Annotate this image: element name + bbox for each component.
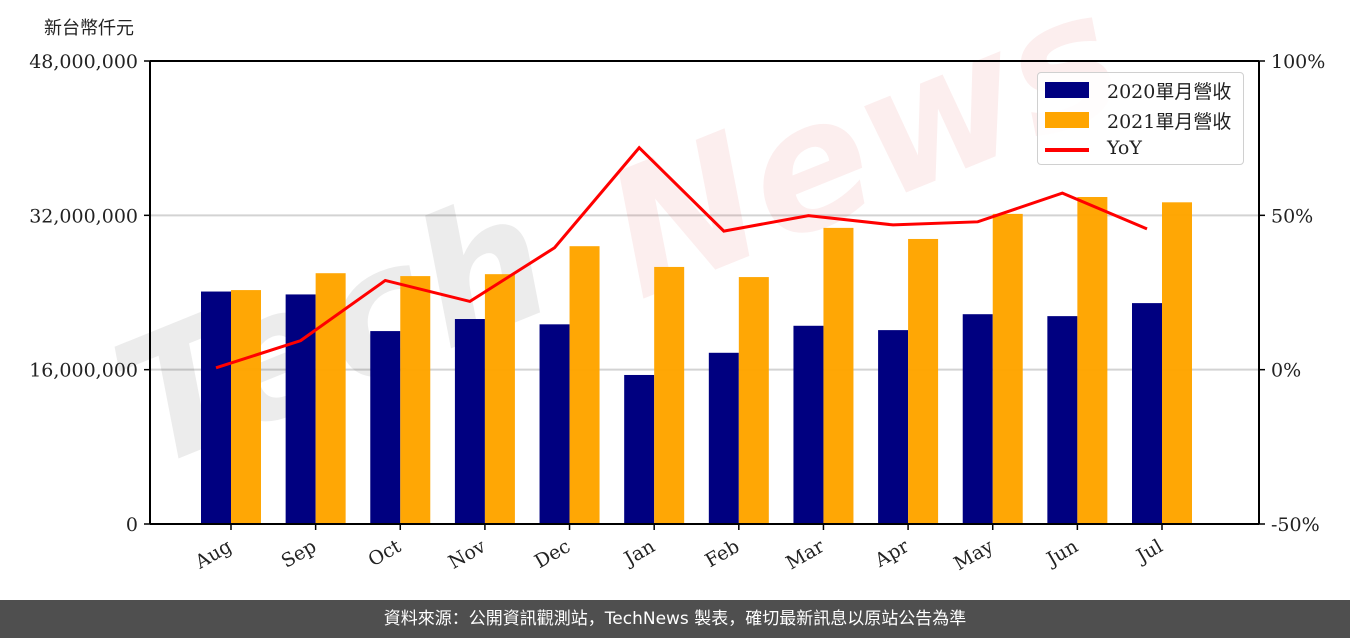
legend-label-2020: 2020單月營收 [1107,81,1232,103]
bar-2021 [823,227,854,524]
legend-swatch-2021 [1045,112,1089,128]
bar-2021 [738,277,769,524]
legend-item-2021: 2021單月營收 [1038,104,1243,134]
bar-2020 [624,374,655,524]
bar-2021 [654,266,685,524]
bar-2021 [1162,202,1192,524]
bar-2021 [400,276,431,524]
x-tick-label: Mar [782,535,828,574]
bar-2021 [231,290,261,524]
x-tick-label: Aug [191,535,236,574]
legend-item-2020: 2020單月營收 [1038,74,1243,104]
bar-2021 [315,273,346,524]
y2-tick-label: 100% [1271,51,1325,73]
chart-svg: TechNews016,000,00032,000,00048,000,000-… [29,0,1325,575]
x-tick-label: Oct [364,535,405,571]
bar-2021 [992,213,1023,524]
bar-2020 [285,294,316,524]
source-footer-text: 資料來源：公開資訊觀測站，TechNews 製表，確切最新訊息以原站公告為準 [383,609,967,629]
x-tick-label: Jul [1131,535,1166,568]
legend-label-2021: 2021單月營收 [1107,111,1232,133]
bar-2020 [1132,303,1162,524]
y-tick-label: 0 [126,514,138,536]
bar-2021 [908,238,939,524]
x-tick-label: May [950,535,997,575]
bar-2020 [201,291,231,524]
x-tick-label: Nov [445,535,490,574]
x-tick-label: Feb [702,535,744,572]
legend-swatch-2020 [1045,82,1089,98]
y-tick-label: 32,000,000 [29,205,138,227]
y2-tick-label: 0% [1271,360,1301,382]
legend-item-yoy: YoY [1038,134,1243,164]
bar-2020 [370,331,401,524]
bar-2020 [793,325,824,524]
y2-tick-label: -50% [1271,514,1320,536]
bar-2021 [1077,197,1108,524]
bar-2020 [962,314,993,524]
chart: TechNews016,000,00032,000,00048,000,000-… [29,0,1325,575]
y-axis-unit-label: 新台幣仟元 [44,18,134,39]
legend: 2020單月營收 2021單月營收 YoY [1037,72,1244,165]
x-tick-label: Apr [870,535,913,572]
bar-2020 [708,352,739,524]
bar-2020 [1047,316,1078,524]
x-tick-label: Jun [1041,535,1082,571]
y-tick-label: 16,000,000 [29,360,138,382]
yoy-line [215,145,1148,370]
x-tick-label: Dec [531,535,574,573]
bar-2020 [539,324,570,524]
legend-line-yoy [1045,148,1089,152]
y2-tick-label: 50% [1271,205,1313,227]
x-tick-label: Sep [278,535,321,572]
source-footer: 資料來源：公開資訊觀測站，TechNews 製表，確切最新訊息以原站公告為準 [0,600,1350,638]
bar-2021 [569,246,600,524]
bar-2020 [878,330,909,524]
bar-2020 [454,319,485,524]
x-tick-label: Jan [619,535,659,571]
y-tick-label: 48,000,000 [29,51,138,73]
bar-2021 [484,274,515,524]
legend-label-yoy: YoY [1107,137,1142,159]
